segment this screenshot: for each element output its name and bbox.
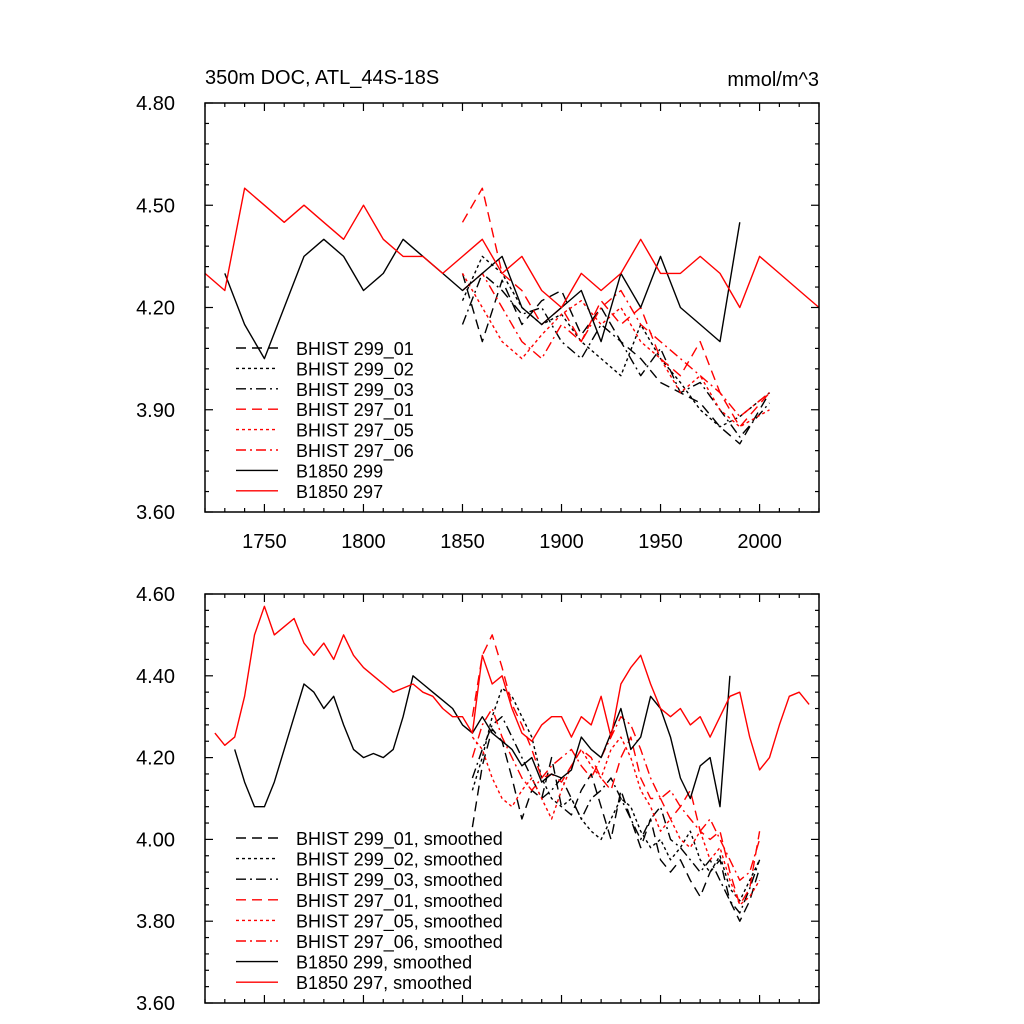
top-panel: 350m DOC, ATL_44S-18S mmol/m^3 1750 1800 1…	[136, 67, 820, 553]
series-line-top-5	[462, 272, 770, 418]
series-line-bottom-3	[471, 634, 761, 906]
y-tick-label: 4.40	[136, 666, 175, 688]
series-line-bottom-1	[471, 687, 761, 902]
x-tick-label: 2000	[737, 531, 782, 553]
series-line-top-4	[461, 273, 770, 428]
legend-entry-label: BHIST 297_06	[296, 441, 414, 462]
top-chart-units: mmol/m^3	[727, 69, 819, 91]
y-tick-label: 4.60	[136, 584, 175, 606]
series-line-bottom-6	[234, 675, 731, 808]
series-line-top-3	[461, 187, 771, 428]
top-plot-axes: 1750 1800 1850 1900 1950 2000 3.60 3.90 4.20 4.50…	[136, 93, 820, 553]
series-line-bottom-7	[214, 605, 810, 771]
legend-entry-label: B1850 297	[296, 482, 383, 502]
legend-entry-label: BHIST 299_01	[296, 339, 414, 360]
y-tick-label: 4.80	[136, 93, 175, 115]
x-tick-label: 1900	[539, 531, 584, 553]
y-tick-label: 3.80	[136, 911, 175, 933]
y-tick-label: 3.60	[136, 993, 175, 1015]
legend-entry-label: BHIST 297_06, smoothed	[296, 932, 503, 953]
y-tick-label: 3.60	[136, 502, 175, 524]
top-chart-title: 350m DOC, ATL_44S-18S	[205, 67, 439, 89]
series-line-top-0	[461, 273, 771, 445]
x-tick-label: 1850	[440, 531, 485, 553]
legend-entry-label: BHIST 299_02	[296, 359, 414, 380]
series-line-bottom-0	[471, 728, 761, 922]
legend-entry-label: BHIST 299_02, smoothed	[296, 850, 503, 871]
y-tick-label: 4.00	[136, 829, 175, 851]
series-line-top-7	[204, 187, 820, 309]
series-line-top-1	[461, 255, 770, 428]
legend-entry-label: BHIST 299_03, smoothed	[296, 870, 503, 891]
bottom-plot-frame	[204, 593, 820, 1004]
legend-entry-label: BHIST 297_01, smoothed	[296, 891, 503, 912]
series-line-bottom-4	[471, 736, 761, 906]
x-tick-label: 1950	[638, 531, 683, 553]
bottom-plot-lines	[214, 605, 810, 922]
legend-entry-label: B1850 299, smoothed	[296, 953, 472, 973]
y-tick-label: 3.90	[136, 400, 175, 422]
legend-entry-label: BHIST 299_03	[296, 380, 414, 401]
x-tick-label: 1800	[341, 531, 386, 553]
legend-entry-label: B1850 297, smoothed	[296, 973, 472, 993]
y-tick-label: 4.20	[136, 748, 175, 770]
legend-entry-label: B1850 299	[296, 461, 383, 481]
legend-entry-label: BHIST 297_05, smoothed	[296, 911, 503, 932]
y-tick-label: 4.20	[136, 298, 175, 320]
bottom-plot-axes: 3.60 3.80 4.00 4.20 4.40 4.60	[136, 584, 820, 1015]
legend-entry-label: BHIST 299_01, smoothed	[296, 829, 503, 850]
legend-entry-label: BHIST 297_05	[296, 421, 414, 442]
y-tick-label: 4.50	[136, 195, 175, 217]
series-line-bottom-5	[471, 707, 761, 881]
legend-entry-label: BHIST 297_01	[296, 400, 414, 421]
series-line-top-6	[224, 222, 741, 360]
bottom-panel: 3.60 3.80 4.00 4.20 4.40 4.60 BHIST 299_01, s…	[136, 584, 820, 1015]
top-plot-lines	[204, 187, 820, 445]
series-line-top-2	[461, 272, 771, 438]
x-tick-label: 1750	[242, 531, 287, 553]
